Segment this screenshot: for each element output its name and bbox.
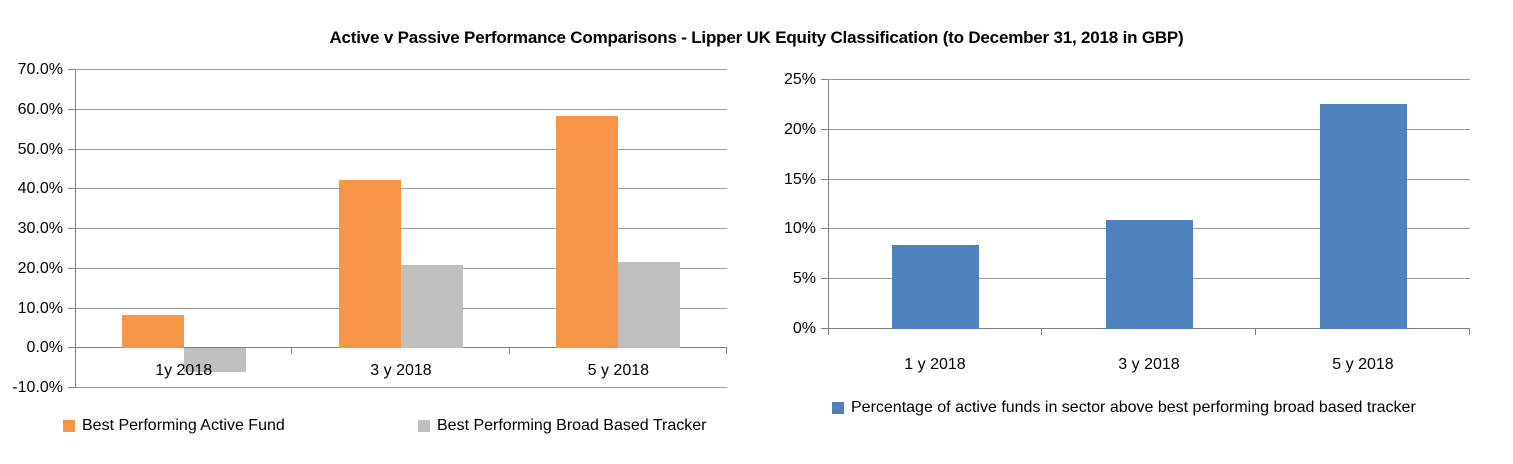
gridline [75,188,727,190]
y-axis-tick-label: 20.0% [17,259,63,277]
gridline [75,148,727,150]
y-axis-tick [68,148,75,150]
y-axis-tick-label: 15% [783,170,816,188]
legend-label: Percentage of active funds in sector abo… [851,399,1416,416]
bar [339,180,401,349]
x-axis-tick [726,348,727,355]
legend-item: Best Performing Broad Based Tracker [418,417,706,435]
bar [1105,220,1193,329]
legend-label: Best Performing Broad Based Tracker [437,417,707,434]
gridline [75,69,727,70]
legend-swatch [832,402,844,414]
bar [891,245,979,329]
legend-swatch [63,420,75,432]
gridline [75,387,727,388]
y-axis-tick [68,69,75,70]
y-axis-tick [821,79,828,80]
y-axis-tick-label: 50.0% [17,140,63,158]
category-label: 5 y 2018 [1332,356,1394,373]
x-axis-tick [508,348,510,355]
y-axis-tick-label: 5% [792,270,816,288]
y-axis-tick [68,347,75,349]
y-axis-tick [68,228,75,229]
x-axis-tick [1469,329,1470,335]
legend-item: Best Performing Active Fund [63,417,285,435]
y-axis-tick-label: -10.0% [12,379,63,396]
y-axis-tick-label: 10% [783,220,816,238]
bar [618,262,681,349]
y-axis-tick [821,278,828,280]
bar [401,264,463,349]
y-axis-tick [821,328,828,329]
y-axis-tick [68,307,75,309]
category-label: 3 y 2018 [1118,356,1180,373]
y-axis-tick-label: 60.0% [17,100,63,118]
bar [556,116,619,349]
chart-title: Active v Passive Performance Comparisons… [329,28,1184,47]
gridline [75,228,727,229]
y-axis-tick [821,228,828,230]
y-axis-tick [68,267,75,269]
y-axis-tick-label: 40.0% [17,180,63,198]
y-axis-tick [68,188,75,190]
y-axis-tick-label: 10.0% [17,299,63,317]
legend-item: Percentage of active funds in sector abo… [832,397,1436,419]
gridline [828,178,1470,180]
category-label: 3 y 2018 [370,362,432,379]
y-axis-tick [68,387,75,388]
y-axis-tick-label: 20% [783,120,816,138]
category-label: 1 y 2018 [904,356,966,373]
gridline [75,108,727,110]
y-axis-tick [821,128,828,130]
y-axis-tick-label: 0.0% [26,339,63,357]
x-axis-tick [1255,329,1256,335]
y-axis-line [75,70,76,388]
y-axis-tick-label: 25% [783,71,816,88]
category-label: 1y 2018 [155,362,213,379]
gridline [828,79,1470,80]
bar [121,314,184,349]
y-axis-tick [821,178,828,180]
legend-swatch [418,420,430,432]
y-axis-tick [68,108,75,110]
bar [1319,103,1407,329]
y-axis-tick-label: 70.0% [17,61,63,78]
x-axis-tick [1041,329,1042,335]
gridline [828,128,1470,130]
y-axis-line [828,80,829,335]
bar [183,348,246,373]
category-label: 5 y 2018 [587,362,650,379]
y-axis-tick-label: 30.0% [17,220,63,237]
y-axis-tick-label: 0% [792,320,816,337]
x-axis-tick [291,348,293,355]
legend-label: Best Performing Active Fund [82,417,285,434]
